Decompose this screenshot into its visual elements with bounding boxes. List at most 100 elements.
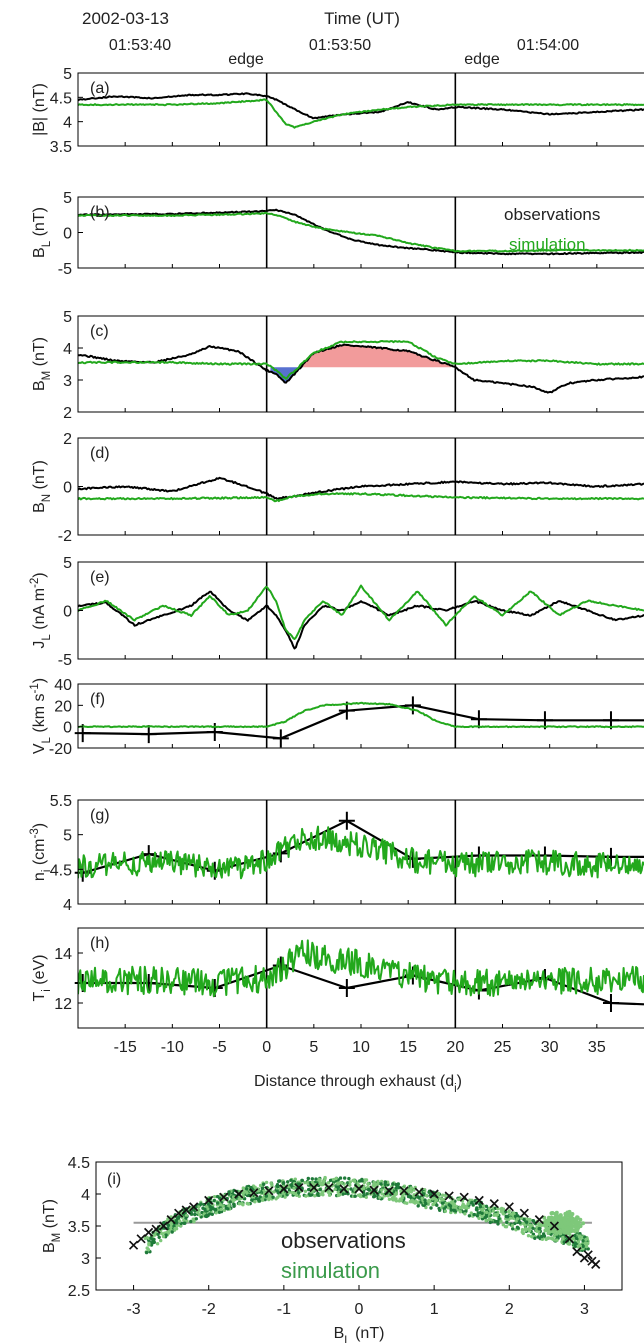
simulation-point — [442, 1197, 446, 1202]
simulation-point — [343, 1176, 347, 1180]
simulation-point — [338, 1181, 342, 1185]
observation-marker — [151, 1224, 161, 1234]
simulation-point — [424, 1201, 428, 1206]
simulation-point — [558, 1220, 563, 1225]
observation-marker — [294, 1182, 304, 1193]
simulation-point — [338, 1176, 343, 1180]
x-tick-label: 0 — [262, 1039, 271, 1056]
simulation-point — [348, 1183, 352, 1187]
simulation-point — [360, 1177, 364, 1182]
y-axis-label: BM (nT) — [31, 337, 53, 391]
time-tick-label: 01:54:00 — [517, 37, 579, 54]
simulation-point — [500, 1208, 504, 1213]
simulation-point — [282, 1181, 286, 1185]
y-tick-label: 0 — [63, 480, 72, 497]
simulation-point — [513, 1221, 517, 1226]
y-tick-label: 4.5 — [50, 90, 72, 107]
simulation-point — [569, 1225, 574, 1229]
simulation-point — [560, 1224, 564, 1228]
simulation-point — [231, 1195, 236, 1199]
simulation-point — [478, 1205, 483, 1209]
simulation-point — [441, 1204, 445, 1208]
simulation-point — [189, 1219, 193, 1224]
simulation-point — [505, 1220, 509, 1225]
x-axis-label: BL (nT) — [334, 1325, 385, 1343]
simulation-point — [175, 1216, 180, 1220]
simulation-point — [170, 1230, 174, 1234]
simulation-point — [250, 1198, 254, 1202]
simulation-point — [278, 1194, 283, 1198]
simulation-point — [321, 1182, 325, 1187]
simulation-point — [459, 1206, 463, 1210]
observation-marker — [264, 1186, 274, 1196]
simulation-point — [480, 1207, 485, 1212]
observation-marker — [534, 1214, 544, 1225]
x-tick-label: -15 — [114, 1039, 137, 1056]
simulation-point — [476, 1211, 481, 1215]
simulation-point — [488, 1220, 492, 1225]
simulation-point — [306, 1176, 310, 1181]
simulation-point — [484, 1214, 489, 1218]
observations-line — [82, 704, 644, 740]
simulation-point — [208, 1212, 212, 1216]
y-axis-label: VL (km s-1) — [29, 678, 53, 754]
simulation-point — [175, 1223, 180, 1228]
simulation-point — [194, 1217, 198, 1221]
simulation-point — [584, 1237, 588, 1242]
simulation-point — [241, 1191, 245, 1196]
x-tick-label: 15 — [399, 1039, 417, 1056]
simulation-point — [289, 1183, 293, 1187]
simulation-point — [174, 1219, 178, 1223]
simulation-point — [537, 1232, 542, 1236]
simulation-point — [182, 1218, 186, 1222]
simulation-point — [318, 1181, 322, 1186]
simulation-point — [152, 1240, 156, 1245]
panels: 3.5 4 4.5 5 (a) |B| (nT) -5 0 5 (b) BL (nT) observa… — [29, 66, 644, 1343]
y-tick-label: 4 — [81, 1187, 90, 1204]
simulation-point — [484, 1204, 489, 1209]
simulation-point — [562, 1220, 567, 1225]
simulation-point — [573, 1233, 577, 1238]
simulation-point — [262, 1182, 266, 1187]
simulation-point — [449, 1208, 453, 1212]
simulation-point — [304, 1194, 308, 1198]
observation-marker — [181, 1205, 191, 1215]
simulation-point — [441, 1193, 445, 1197]
simulation-point — [210, 1212, 214, 1217]
y-tick-label: 14 — [54, 946, 72, 963]
observation-marker — [143, 1227, 154, 1238]
panel-g: 4 4.5 5 5.5 (g) ni (cm-3) — [29, 793, 644, 914]
simulation-point — [166, 1223, 171, 1228]
simulation-point — [383, 1180, 388, 1185]
panel-letter: (i) — [107, 1171, 121, 1188]
simulation-point — [347, 1176, 351, 1181]
simulation-point — [333, 1187, 337, 1192]
simulation-point — [191, 1217, 195, 1221]
simulation-point — [434, 1197, 438, 1202]
simulation-point — [365, 1192, 369, 1196]
simulation-point — [573, 1244, 577, 1249]
y-axis-label: BM (nT) — [41, 1199, 63, 1253]
panel-d: -2 0 2 (d) BN (nT) — [31, 431, 644, 545]
simulation-point — [448, 1204, 453, 1208]
simulation-point — [362, 1193, 366, 1198]
simulation-point — [376, 1179, 380, 1184]
simulation-point — [378, 1195, 382, 1200]
simulation-point — [227, 1190, 231, 1194]
simulation-point — [528, 1223, 532, 1228]
simulation-point — [546, 1236, 551, 1240]
panel-c: 2 3 4 5 (c) BM (nT) — [31, 309, 644, 422]
x-tick-label: 5 — [309, 1039, 318, 1056]
simulation-point — [484, 1210, 489, 1215]
panel-letter: (e) — [90, 569, 110, 586]
simulation-point — [244, 1187, 249, 1191]
simulation-line — [78, 939, 644, 998]
simulation-point — [557, 1215, 562, 1220]
simulation-point — [477, 1216, 481, 1221]
observation-marker — [128, 1240, 139, 1250]
simulation-point — [380, 1192, 384, 1196]
observation-marker — [204, 1195, 214, 1206]
simulation-point — [221, 1204, 225, 1208]
simulation-point — [491, 1209, 495, 1213]
simulation-point — [400, 1196, 404, 1200]
